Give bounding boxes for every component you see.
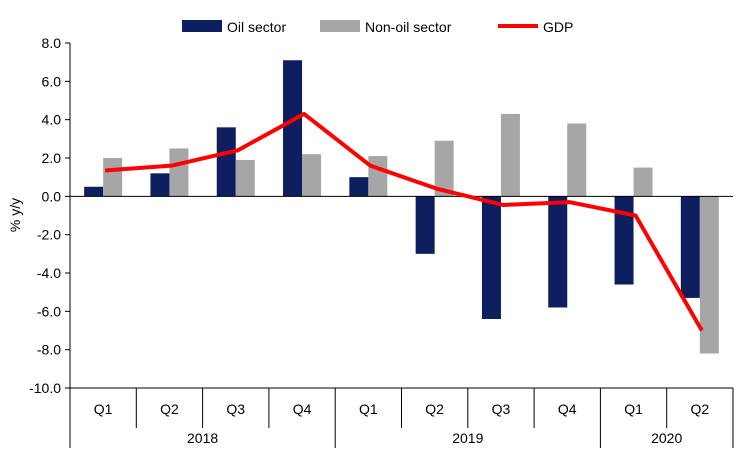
bar-oil-sector	[614, 196, 634, 285]
year-label: 2019	[452, 430, 483, 446]
x-tick-label: Q1	[359, 401, 378, 417]
year-label: 2018	[187, 430, 218, 446]
y-axis: 8.0 6.0 4.0 2.0 0.0 -2.0 -4.0 -6.0 -8.0 -10.0	[29, 35, 71, 396]
legend: Oil sector Non-oil sector GDP	[182, 19, 573, 35]
y-tick-label: 4.0	[42, 112, 62, 128]
bar-non-oil-sector	[235, 159, 255, 197]
bar-non-oil-sector	[633, 167, 653, 197]
bar-non-oil-sector	[302, 154, 322, 197]
bar-non-oil-sector	[699, 196, 719, 354]
bar-oil-sector	[415, 196, 435, 254]
bar-oil-sector	[680, 196, 700, 298]
y-tick-label: 2.0	[42, 150, 62, 166]
y-tick-label: -10.0	[29, 380, 61, 396]
legend-swatch-non-oil-sector	[320, 20, 360, 32]
y-tick-label: -6.0	[37, 303, 61, 319]
bar-oil-sector	[548, 196, 568, 308]
y-tick-label: 8.0	[42, 35, 62, 51]
y-tick-label: 6.0	[42, 73, 62, 89]
y-axis-label: % y/y	[7, 198, 23, 232]
y-tick-label: 0.0	[42, 188, 62, 204]
x-tick-label: Q3	[492, 401, 511, 417]
bar-non-oil-sector	[434, 140, 454, 197]
x-tick-label: Q2	[691, 401, 710, 417]
x-tick-label: Q3	[226, 401, 245, 417]
x-tick-label: Q1	[624, 401, 643, 417]
bar-oil-sector	[283, 60, 303, 197]
bar-non-oil-sector	[567, 123, 587, 197]
legend-swatch-oil-sector	[182, 20, 222, 32]
bar-oil-sector	[150, 173, 170, 197]
x-tick-label: Q4	[293, 401, 312, 417]
bar-oil-sector	[216, 127, 236, 197]
bar-oil-sector	[84, 186, 104, 197]
x-tick-label: Q2	[160, 401, 179, 417]
bar-oil-sector	[349, 177, 369, 197]
y-tick-label: -2.0	[37, 227, 61, 243]
bar-non-oil-sector	[368, 156, 388, 197]
legend-label-gdp: GDP	[543, 19, 573, 35]
legend-label-non-oil-sector: Non-oil sector	[365, 19, 452, 35]
x-tick-label: Q4	[558, 401, 577, 417]
plot-area	[70, 60, 733, 354]
year-label: 2020	[651, 430, 682, 446]
bar-non-oil-sector	[103, 158, 123, 197]
y-tick-label: -4.0	[37, 265, 61, 281]
legend-label-oil-sector: Oil sector	[227, 19, 286, 35]
y-tick-label: -8.0	[37, 342, 61, 358]
bar-non-oil-sector	[500, 113, 520, 197]
x-tick-label: Q1	[94, 401, 113, 417]
bar-oil-sector	[481, 196, 501, 319]
bar-non-oil-sector	[169, 148, 189, 197]
x-tick-label: Q2	[425, 401, 444, 417]
x-axis: Q1 Q2 Q3 Q4 Q1 Q2 Q3 Q4 Q1 Q2 2018 2019 2020	[69, 387, 734, 448]
gdp-line	[105, 111, 704, 332]
